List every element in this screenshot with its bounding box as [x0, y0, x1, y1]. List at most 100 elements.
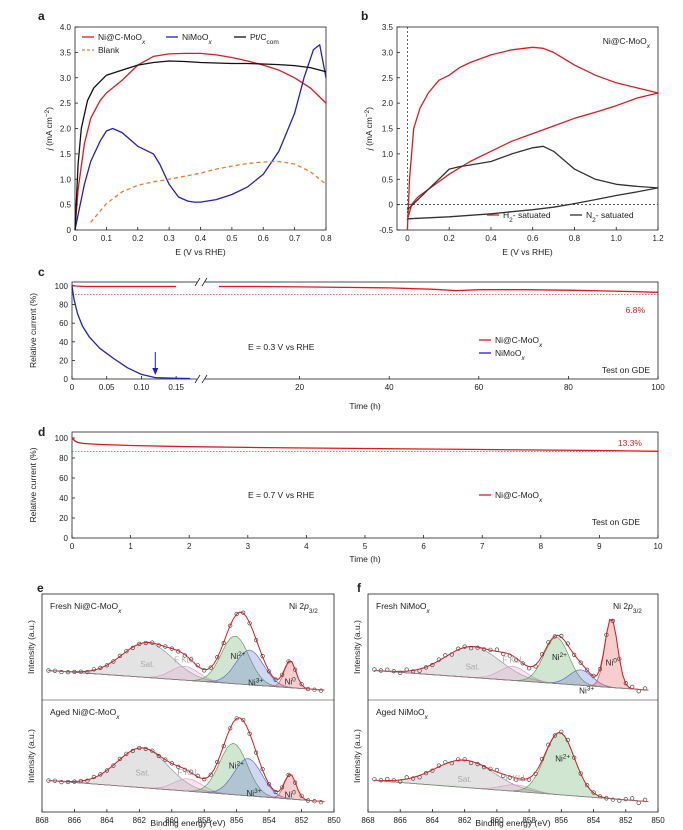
panel-b-xtick-label: 0.4	[485, 234, 497, 243]
panel-b-xtick-label: 0.8	[569, 234, 581, 243]
panel-f-aged-data-point	[584, 783, 590, 788]
panel-c-frame	[71, 281, 659, 380]
panel-d-xtick-label: 4	[304, 542, 309, 551]
panel-b-series-line	[406, 46, 659, 231]
panel-a-xtick-label: 0.2	[132, 234, 144, 243]
panel-f-aged-data-point	[572, 755, 577, 760]
panel-a-ytick-label: 3.5	[60, 48, 72, 57]
panel-c-xtick-label: 20	[295, 383, 304, 392]
panel-c-ytick-label: 0	[64, 375, 69, 384]
panel-b-ytick-label: 0	[389, 201, 394, 210]
panel-f-xtick-label: 862	[458, 816, 472, 825]
panel-d-ytick-label: 60	[59, 474, 68, 483]
panel-a-ytick-label: 2.5	[60, 99, 72, 108]
panel-e-aged-data-point	[124, 751, 129, 756]
panel-e-aged-baseline	[48, 780, 325, 802]
panel-f-aged-baseline	[374, 780, 649, 802]
panel-a-legend-label: Ni@C-MoOx	[98, 32, 146, 46]
panel-f-xtick-label: 860	[490, 816, 504, 825]
panel-c-ytick-label: 20	[59, 356, 68, 365]
panel-a-xlabel: E (V vs RHE)	[175, 247, 226, 257]
panel-a-ytick-label: 1.0	[60, 175, 72, 184]
panel-c-series-line	[71, 285, 191, 380]
panel-f-xtick-label: 850	[651, 816, 665, 825]
panel-e-fresh-peak-label: F KLL	[174, 655, 196, 664]
panel-f-fresh-data-point	[584, 667, 590, 672]
panel-c-xlabel: Time (h)	[349, 401, 380, 411]
panel-e-region-label: Ni 2p3/2	[289, 601, 318, 615]
panel-f-fresh-data-point	[623, 680, 628, 686]
panel-b-ylabel: j (mA cm−2)	[364, 107, 375, 151]
panel-e-aged-data-point	[169, 761, 174, 766]
panel-d-ytick-label: 100	[55, 434, 69, 443]
panel-b-frame	[396, 26, 659, 231]
panel-e-aged-data-point	[299, 793, 304, 798]
panel-e-aged-data-point	[241, 717, 246, 723]
panel-a-series-line	[74, 60, 327, 231]
panel-a-xtick-label: 0	[73, 234, 78, 243]
panel-d-decay-label: 13.3%	[618, 438, 643, 448]
panel-b-xtick-label: 0.6	[527, 234, 539, 243]
panel-a-xtick-label: 0.4	[195, 234, 207, 243]
panel-f-fresh-data-point	[572, 652, 577, 658]
panel-f-frame	[367, 593, 659, 813]
panel-c-legend-label: Ni@C-MoOx	[495, 335, 543, 349]
panel-e-fresh-data-point	[234, 611, 239, 617]
panel-b-xtick-label: 1.0	[611, 234, 623, 243]
panel-c-ytick-label: 80	[59, 301, 68, 310]
panel-e-xtick-label: 866	[68, 816, 82, 825]
panel-b-ytick-label: 3.5	[382, 23, 394, 32]
panel-e-ylabel: Intensity (a.u.)	[26, 620, 36, 674]
panel-f-fresh-data-point	[610, 618, 616, 624]
panel-f-fresh-fit-envelope	[374, 619, 649, 691]
panel-f-xtick-label: 856	[555, 816, 569, 825]
panel-b-ytick-label: 2.5	[382, 74, 394, 83]
panel-e-aged-data-point	[318, 800, 324, 805]
panel-c-ytick-label: 100	[55, 282, 69, 291]
panel-f-aged-data-point	[617, 798, 622, 803]
panel-f-aged-peak-label: Ni2+	[555, 753, 570, 764]
panel-e-aged-peak-label: Sat.	[135, 768, 149, 777]
panel-e-fresh-data-point	[104, 663, 109, 668]
panel-f-aged-data-point	[636, 800, 641, 806]
panel-b-xtick-label: 0	[405, 234, 410, 243]
panel-f-aged-peak-label: F KLL	[506, 774, 528, 783]
panel-d-annotation: E = 0.7 V vs RHE	[248, 490, 315, 500]
panel-f-aged-title: Aged NiMoOx	[376, 707, 429, 721]
panel-a-series-line	[74, 52, 327, 231]
panel-e-xtick-label: 862	[133, 816, 147, 825]
panel-f-aged-data-point	[411, 776, 416, 781]
panel-c-xtick-label: 100	[651, 383, 665, 392]
panel-c-decay-label: 6.8%	[626, 305, 646, 315]
panel-e-fresh-data-point	[247, 621, 252, 626]
panel-f-ylabel: Intensity (a.u.)	[352, 729, 362, 783]
panel-a-ytick-label: 2.0	[60, 125, 72, 134]
panel-e-aged-peak-label: Ni2+	[229, 760, 244, 771]
panel-b-ytick-label: 1.5	[382, 125, 394, 134]
panel-b-ytick-label: -0.5	[379, 226, 393, 235]
panel-e-xtick-label: 850	[327, 816, 341, 825]
panel-b-ytick-label: 0.5	[382, 175, 394, 184]
panel-f-fresh-peak-label: F KLL	[502, 656, 524, 665]
panel-e-fresh-data-point	[59, 669, 64, 675]
panel-e-fresh-data-point	[111, 659, 116, 664]
panel-e-aged-peak-label: F KLL	[177, 768, 199, 777]
panel-d-series-line	[71, 437, 659, 452]
panel-c-xtick-label: 0.05	[99, 383, 115, 392]
panel-a-xtick-label: 0.6	[258, 234, 270, 243]
panel-f-aged-data-point	[578, 771, 583, 776]
panel-e-fresh-data-point	[267, 669, 272, 674]
panel-a-series-line	[90, 160, 327, 223]
panel-f-fresh-data-point	[372, 667, 377, 672]
panel-c-break-mark	[194, 277, 201, 287]
panel-a-legend-label: NiMoOx	[182, 32, 212, 46]
panel-c-xtick-label: 80	[564, 383, 573, 392]
panel-e-fresh-baseline	[48, 670, 325, 691]
panel-e-aged-data-point	[280, 785, 285, 790]
panel-a-label: a	[38, 9, 45, 23]
panel-c-xtick-label: 0.10	[134, 383, 150, 392]
panel-f-fresh-data-point	[552, 634, 558, 639]
panel-e-aged-data-point	[98, 772, 103, 777]
panel-c-xtick-label: 60	[474, 383, 483, 392]
panel-e-xlabel: Binding energy (eV)	[150, 818, 225, 828]
